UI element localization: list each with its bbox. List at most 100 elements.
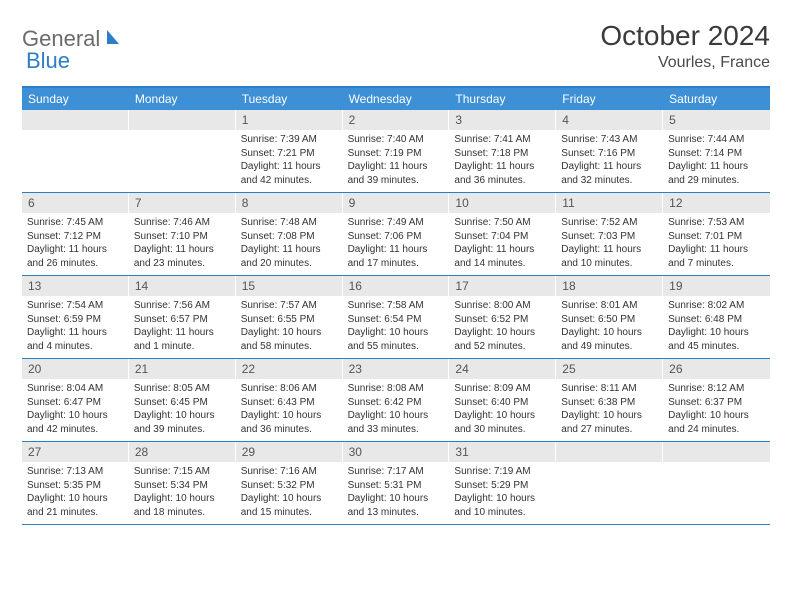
day-line: Sunset: 6:54 PM	[348, 313, 445, 327]
day-line: Sunset: 6:42 PM	[348, 396, 445, 410]
day-number: 25	[556, 359, 663, 379]
day-line: Sunset: 7:04 PM	[454, 230, 551, 244]
day-content: Sunrise: 7:46 AMSunset: 7:10 PMDaylight:…	[129, 213, 236, 275]
title-block: October 2024 Vourles, France	[600, 20, 770, 72]
day-number: 7	[129, 193, 236, 213]
day-content: Sunrise: 8:06 AMSunset: 6:43 PMDaylight:…	[236, 379, 343, 441]
day-line: Sunset: 7:14 PM	[668, 147, 765, 161]
day-line: Sunrise: 7:13 AM	[27, 465, 124, 479]
day-line: Daylight: 11 hours	[668, 160, 765, 174]
day-number: 21	[129, 359, 236, 379]
day-line: and 4 minutes.	[27, 340, 124, 354]
calendar-cell: 5Sunrise: 7:44 AMSunset: 7:14 PMDaylight…	[663, 110, 770, 192]
calendar-cell: 13Sunrise: 7:54 AMSunset: 6:59 PMDayligh…	[22, 276, 129, 358]
day-line: Sunset: 6:52 PM	[454, 313, 551, 327]
day-line: and 58 minutes.	[241, 340, 338, 354]
calendar-cell	[556, 442, 663, 524]
day-line: Sunset: 6:40 PM	[454, 396, 551, 410]
day-content: Sunrise: 7:57 AMSunset: 6:55 PMDaylight:…	[236, 296, 343, 358]
day-line: Sunrise: 8:00 AM	[454, 299, 551, 313]
calendar-cell: 21 Sunrise: 8:05 AMSunset: 6:45 PMDayligh…	[129, 359, 236, 441]
day-line: Sunset: 6:45 PM	[134, 396, 231, 410]
day-line: and 39 minutes.	[134, 423, 231, 437]
day-number: 23	[343, 359, 450, 379]
day-line: Daylight: 11 hours	[454, 160, 551, 174]
day-line: Sunrise: 7:19 AM	[454, 465, 551, 479]
day-number: 5	[663, 110, 770, 130]
day-content: Sunrise: 7:48 AMSunset: 7:08 PMDaylight:…	[236, 213, 343, 275]
calendar-cell: 28Sunrise: 7:15 AMSunset: 5:34 PMDayligh…	[129, 442, 236, 524]
day-content: Sunrise: 7:44 AMSunset: 7:14 PMDaylight:…	[663, 130, 770, 192]
day-line: Daylight: 10 hours	[348, 409, 445, 423]
day-line: Sunrise: 7:39 AM	[241, 133, 338, 147]
day-number: 13	[22, 276, 129, 296]
day-number: 22	[236, 359, 343, 379]
day-line: Sunrise: 7:15 AM	[134, 465, 231, 479]
day-content: Sunrise: 7:54 AMSunset: 6:59 PMDaylight:…	[22, 296, 129, 358]
day-number: 16	[343, 276, 450, 296]
day-line: Daylight: 10 hours	[27, 492, 124, 506]
day-line: Sunrise: 7:50 AM	[454, 216, 551, 230]
calendar-week: 27Sunrise: 7:13 AMSunset: 5:35 PMDayligh…	[22, 442, 770, 525]
day-number: 14	[129, 276, 236, 296]
day-content	[663, 462, 770, 470]
day-number: 2	[343, 110, 450, 130]
calendar-cell: 12Sunrise: 7:53 AMSunset: 7:01 PMDayligh…	[663, 193, 770, 275]
day-content: Sunrise: 8:02 AMSunset: 6:48 PMDaylight:…	[663, 296, 770, 358]
day-line: and 15 minutes.	[241, 506, 338, 520]
day-number: 31	[449, 442, 556, 462]
day-content: Sunrise: 8:12 AMSunset: 6:37 PMDaylight:…	[663, 379, 770, 441]
day-line: Sunrise: 8:05 AM	[134, 382, 231, 396]
day-line: and 32 minutes.	[561, 174, 658, 188]
day-line: Sunrise: 8:09 AM	[454, 382, 551, 396]
day-line: Daylight: 10 hours	[454, 409, 551, 423]
day-line: and 18 minutes.	[134, 506, 231, 520]
calendar-cell: 2Sunrise: 7:40 AMSunset: 7:19 PMDaylight…	[343, 110, 450, 192]
day-line: Daylight: 10 hours	[348, 326, 445, 340]
day-header-sun: Sunday	[22, 88, 129, 110]
day-line: Sunrise: 7:48 AM	[241, 216, 338, 230]
day-header-fri: Friday	[556, 88, 663, 110]
day-line: Sunset: 5:32 PM	[241, 479, 338, 493]
day-content: Sunrise: 7:49 AMSunset: 7:06 PMDaylight:…	[343, 213, 450, 275]
day-number: 1	[236, 110, 343, 130]
calendar-cell: 29Sunrise: 7:16 AMSunset: 5:32 PMDayligh…	[236, 442, 343, 524]
day-line: Daylight: 11 hours	[134, 243, 231, 257]
calendar-cell: 10Sunrise: 7:50 AMSunset: 7:04 PMDayligh…	[449, 193, 556, 275]
day-line: Sunrise: 7:43 AM	[561, 133, 658, 147]
calendar-cell: 31Sunrise: 7:19 AMSunset: 5:29 PMDayligh…	[449, 442, 556, 524]
day-line: Sunrise: 7:52 AM	[561, 216, 658, 230]
day-number: 8	[236, 193, 343, 213]
day-line: Sunrise: 8:01 AM	[561, 299, 658, 313]
day-header-wed: Wednesday	[343, 88, 450, 110]
calendar-cell: 8Sunrise: 7:48 AMSunset: 7:08 PMDaylight…	[236, 193, 343, 275]
day-number: 24	[449, 359, 556, 379]
calendar-cell: 30Sunrise: 7:17 AMSunset: 5:31 PMDayligh…	[343, 442, 450, 524]
day-line: Daylight: 10 hours	[561, 326, 658, 340]
day-line: Daylight: 10 hours	[134, 409, 231, 423]
day-number: 3	[449, 110, 556, 130]
day-line: Sunrise: 8:02 AM	[668, 299, 765, 313]
day-line: Sunset: 7:06 PM	[348, 230, 445, 244]
day-content: Sunrise: 8:04 AMSunset: 6:47 PMDaylight:…	[22, 379, 129, 441]
day-line: and 55 minutes.	[348, 340, 445, 354]
day-line: Sunrise: 7:40 AM	[348, 133, 445, 147]
day-line: and 10 minutes.	[454, 506, 551, 520]
day-header-sat: Saturday	[663, 88, 770, 110]
day-line: and 20 minutes.	[241, 257, 338, 271]
day-content: Sunrise: 7:39 AMSunset: 7:21 PMDaylight:…	[236, 130, 343, 192]
day-number	[663, 442, 770, 462]
day-number: 20	[22, 359, 129, 379]
calendar-cell: 17Sunrise: 8:00 AMSunset: 6:52 PMDayligh…	[449, 276, 556, 358]
day-content: Sunrise: 7:41 AMSunset: 7:18 PMDaylight:…	[449, 130, 556, 192]
calendar-cell: 14Sunrise: 7:56 AMSunset: 6:57 PMDayligh…	[129, 276, 236, 358]
day-line: and 39 minutes.	[348, 174, 445, 188]
day-line: and 1 minute.	[134, 340, 231, 354]
day-number: 28	[129, 442, 236, 462]
day-content: Sunrise: 7:16 AMSunset: 5:32 PMDaylight:…	[236, 462, 343, 524]
day-line: Sunset: 7:10 PM	[134, 230, 231, 244]
calendar-cell: 23Sunrise: 8:08 AMSunset: 6:42 PMDayligh…	[343, 359, 450, 441]
day-content: Sunrise: 8:00 AMSunset: 6:52 PMDaylight:…	[449, 296, 556, 358]
day-number: 17	[449, 276, 556, 296]
day-line: Sunrise: 7:46 AM	[134, 216, 231, 230]
